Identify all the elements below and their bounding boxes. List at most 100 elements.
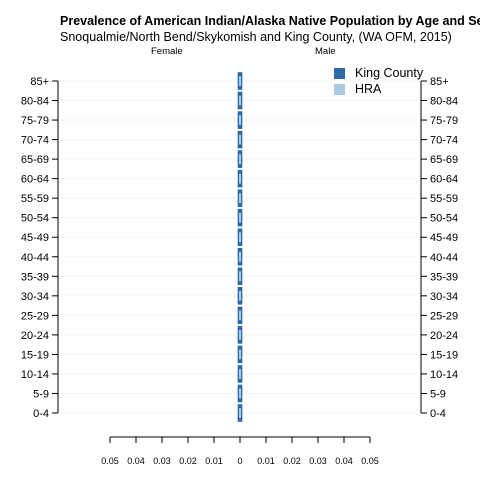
y-tick-label-left: 25-29 (21, 310, 49, 322)
bar-king-county-female (237, 208, 240, 227)
bar-king-county-male (240, 72, 243, 90)
bar-hra-female (238, 310, 240, 321)
x-tick-label: 0.01 (257, 456, 275, 466)
bar-king-county-male (240, 208, 243, 227)
bar-king-county-female (237, 326, 240, 344)
y-tick-label-left: 45-49 (21, 232, 49, 244)
bar-king-county-male (240, 404, 243, 422)
bar-king-county-female (237, 365, 240, 383)
y-tick-label-right: 25-29 (430, 310, 458, 322)
bar-hra-male (240, 95, 242, 106)
legend-label-king-county: King County (355, 66, 424, 80)
y-tick-label-right: 35-39 (430, 271, 458, 283)
x-tick-label: 0.02 (283, 456, 301, 466)
bar-hra-male (240, 369, 242, 379)
y-tick-label-left: 55-59 (21, 193, 49, 205)
bar-hra-male (240, 232, 242, 243)
y-tick-label-right: 75-79 (430, 115, 458, 127)
bar-hra-male (240, 330, 242, 340)
bar-king-county-female (237, 169, 240, 188)
y-tick-label-left: 70-74 (21, 135, 49, 147)
y-tick-label-right: 10-14 (430, 369, 458, 381)
bar-king-county-male (240, 326, 243, 344)
y-tick-label-left: 30-34 (21, 291, 49, 303)
bar-hra-female (238, 76, 240, 86)
legend-label-hra: HRA (355, 82, 382, 96)
y-tick-label-left: 10-14 (21, 369, 49, 381)
bar-king-county-male (240, 169, 243, 188)
x-tick-label: 0.01 (205, 456, 223, 466)
bar-king-county-male (240, 189, 243, 207)
x-tick-label: 0.05 (101, 456, 119, 466)
bar-king-county-female (237, 150, 240, 168)
bar-hra-female (238, 232, 240, 243)
bar-hra-male (240, 408, 242, 418)
y-tick-label-left: 80-84 (21, 96, 49, 108)
legend-swatch-king-county (334, 67, 345, 79)
bar-hra-male (240, 76, 242, 86)
bar-king-county-female (237, 345, 240, 364)
bar-hra-female (238, 330, 240, 340)
bar-king-county-female (237, 247, 240, 266)
bar-king-county-female (237, 404, 240, 422)
bar-king-county-male (240, 130, 243, 149)
bar-king-county-male (240, 247, 243, 266)
x-tick-label: 0.03 (153, 456, 171, 466)
bar-king-county-female (237, 306, 240, 325)
male-side-label: Male (315, 46, 336, 57)
bar-king-county-female (237, 91, 240, 110)
chart-title: Prevalence of American Indian/Alaska Nat… (60, 14, 480, 28)
bar-hra-male (240, 349, 242, 360)
y-tick-label-left: 15-19 (21, 349, 49, 361)
bar-hra-male (240, 271, 242, 282)
x-tick-label: 0.05 (361, 456, 379, 466)
bar-king-county-female (237, 267, 240, 286)
bar-hra-female (238, 251, 240, 262)
bar-hra-male (240, 154, 242, 164)
y-tick-label-right: 15-19 (430, 349, 458, 361)
bar-hra-female (238, 173, 240, 184)
bar-hra-female (238, 154, 240, 164)
legend-swatch-hra (334, 83, 345, 95)
y-tick-label-left: 65-69 (21, 154, 49, 166)
y-tick-label-left: 35-39 (21, 271, 49, 283)
bar-king-county-male (240, 365, 243, 383)
bar-hra-female (238, 388, 240, 399)
bar-king-county-male (240, 111, 243, 129)
legend-item-king-county: King County (334, 65, 423, 81)
y-tick-label-left: 50-54 (21, 213, 49, 225)
x-tick-label: 0 (237, 456, 242, 466)
bar-king-county-male (240, 287, 243, 305)
bar-hra-male (240, 290, 242, 301)
x-tick-label: 0.04 (127, 456, 145, 466)
y-tick-label-left: 75-79 (21, 115, 49, 127)
y-tick-label-right: 85+ (430, 76, 449, 88)
bar-hra-male (240, 251, 242, 262)
bar-hra-female (238, 134, 240, 145)
x-tick-label: 0.02 (179, 456, 197, 466)
center-spacer (238, 71, 242, 423)
bar-king-county-male (240, 150, 243, 168)
y-tick-label-right: 60-64 (430, 174, 458, 186)
bar-hra-male (240, 173, 242, 184)
y-tick-label-right: 70-74 (430, 135, 458, 147)
female-side-label: Female (151, 46, 183, 57)
bar-king-county-male (240, 267, 243, 286)
legend-item-hra: HRA (334, 81, 423, 97)
y-tick-label-right: 55-59 (430, 193, 458, 205)
bar-king-county-female (237, 130, 240, 149)
y-tick-label-right: 30-34 (430, 291, 458, 303)
bar-king-county-female (237, 228, 240, 247)
y-tick-label-right: 45-49 (430, 232, 458, 244)
y-tick-label-right: 80-84 (430, 96, 458, 108)
bar-king-county-male (240, 91, 243, 110)
y-tick-label-right: 65-69 (430, 154, 458, 166)
bar-hra-female (238, 95, 240, 106)
y-tick-label-left: 5-9 (33, 388, 49, 400)
y-tick-label-right: 40-44 (430, 252, 458, 264)
bar-king-county-female (237, 384, 240, 403)
y-tick-label-right: 5-9 (430, 388, 446, 400)
bar-king-county-male (240, 384, 243, 403)
bar-hra-female (238, 115, 240, 125)
